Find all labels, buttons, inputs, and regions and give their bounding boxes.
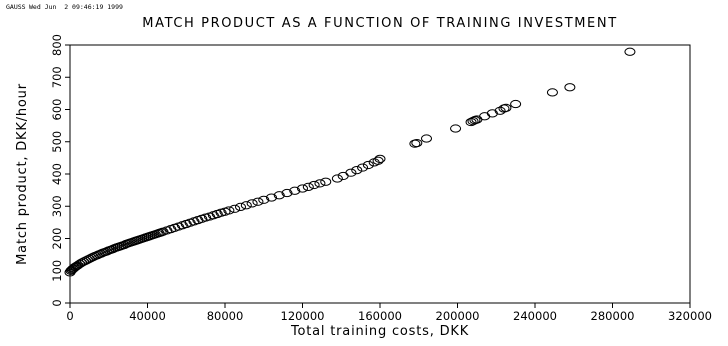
data-point	[421, 134, 432, 143]
x-tick-label: 320000	[668, 309, 712, 323]
x-tick-label: 80000	[207, 309, 244, 323]
data-point	[546, 88, 558, 97]
data-point	[281, 188, 293, 198]
data-point	[80, 256, 91, 265]
data-point	[465, 117, 477, 127]
data-point	[345, 168, 357, 177]
y-tick-label: 400	[50, 163, 64, 185]
x-tick-label: 40000	[129, 309, 166, 323]
y-tick-label: 600	[50, 99, 64, 121]
x-tick-label: 200000	[436, 309, 480, 323]
x-tick-label: 160000	[358, 309, 402, 323]
timestamp: Wed Jun 2 09:46:19 1999	[29, 3, 123, 11]
data-point	[374, 154, 386, 163]
x-tick-label: 240000	[513, 309, 557, 323]
y-tick-label: 800	[50, 34, 64, 56]
x-axis-label: Total training costs, DKK	[290, 324, 469, 339]
data-point	[337, 171, 349, 181]
data-point	[81, 255, 93, 264]
data-point	[235, 202, 246, 211]
data-point	[486, 109, 498, 118]
data-point	[302, 182, 314, 191]
data-point	[411, 138, 423, 148]
y-axis-label: Match product, DKK/hour	[15, 83, 30, 265]
data-point	[314, 179, 326, 188]
data-point	[331, 174, 343, 183]
data-point	[494, 106, 506, 115]
data-point	[564, 83, 576, 92]
y-tick-label: 500	[50, 131, 64, 153]
x-tick-label: 0	[66, 309, 73, 323]
data-point	[252, 197, 264, 206]
y-tick-label: 200	[50, 228, 64, 250]
y-tick-label: 300	[50, 195, 64, 217]
data-point	[258, 195, 270, 204]
data-point	[308, 180, 320, 190]
data-point	[357, 163, 369, 172]
x-axis-ticks	[69, 303, 691, 308]
data-point	[240, 201, 252, 210]
data-point	[372, 156, 384, 165]
y-tick-label: 700	[50, 66, 64, 88]
data-point	[266, 193, 277, 202]
data-point	[297, 184, 308, 193]
data-point	[229, 204, 241, 213]
data-point	[351, 166, 363, 175]
data-point	[246, 199, 258, 208]
chart-title: MATCH PRODUCT AS A FUNCTION OF TRAINING …	[142, 16, 617, 31]
data-point	[624, 47, 636, 56]
data-point	[320, 177, 332, 186]
x-tick-label: 280000	[591, 309, 635, 323]
data-points	[64, 47, 636, 277]
data-point	[68, 264, 80, 273]
program-name: GAUSS	[6, 3, 26, 11]
plot-frame	[69, 44, 691, 304]
y-axis-ticks	[65, 44, 70, 304]
data-point	[362, 160, 374, 170]
x-axis-tick-labels: 0 40000 80000 120000 160000 200000 240000 28000…	[66, 309, 712, 323]
y-axis-tick-labels: 0 100 200 300 400 500 600 700 800	[50, 34, 64, 307]
data-point	[78, 257, 90, 266]
data-point	[500, 103, 512, 112]
data-point	[273, 191, 285, 200]
x-tick-label: 120000	[281, 309, 325, 323]
data-point	[76, 258, 88, 267]
data-point	[223, 206, 235, 215]
y-tick-label: 0	[50, 299, 64, 306]
data-point	[450, 124, 462, 133]
data-point	[479, 112, 491, 121]
data-point	[289, 186, 301, 195]
y-tick-label: 100	[50, 260, 64, 282]
data-point	[510, 99, 522, 109]
